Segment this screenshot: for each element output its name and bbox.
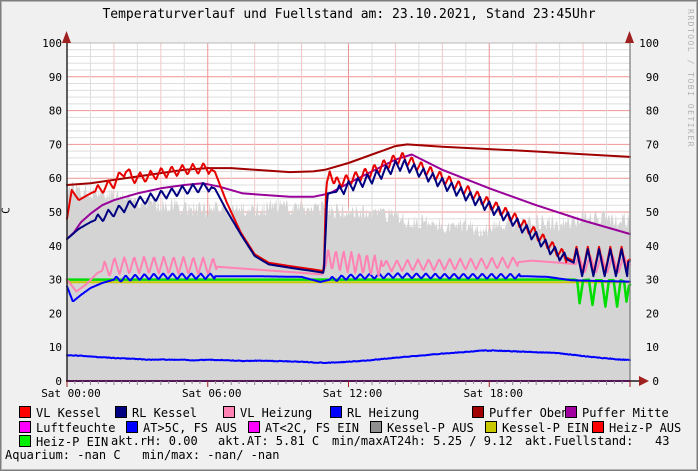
legend-key-at-lt2-fs-ein: AT<2C, FS EIN [248, 420, 359, 435]
luftfeuchte-label: Luftfeuchte [36, 420, 116, 435]
stat-akt-at: akt.AT: 5.81 C [218, 435, 319, 448]
stat-akt-at-text: akt.AT: 5.81 C [218, 434, 320, 448]
y-tick-label-left: 70 [49, 138, 62, 151]
x-axis-arrow [639, 376, 649, 386]
stat-minmax-at24h-text: min/maxAT24h: 5.25 / 9.12 [332, 434, 513, 448]
series-rl_kessel [66, 158, 631, 278]
vl-kessel-label: VL Kessel [36, 406, 102, 420]
rl-kessel-swatch [115, 406, 127, 418]
y-tick-label-right: 70 [646, 138, 659, 151]
legend-key-heiz-p-ein: Heiz-P EIN [19, 435, 108, 449]
kessel-p-aus-label: Kessel-P AUS [387, 420, 474, 435]
rl-kessel-label: RL Kessel [132, 406, 198, 420]
at-gt5-fs-aus-swatch [126, 420, 138, 433]
legend-key-kessel-p-aus: Kessel-P AUS [370, 420, 474, 435]
y-axis-arrow-left [62, 31, 71, 43]
y-tick-label-right: 40 [646, 240, 659, 253]
legend-key-heiz-p-aus: Heiz-P AUS [592, 420, 682, 435]
y-tick-label-left: 40 [49, 240, 62, 253]
vl-heizung-swatch [223, 406, 235, 418]
rl-heizung-label: RL Heizung [347, 406, 420, 420]
heiz-p-ein-swatch [19, 435, 31, 447]
series-kessel_p_aus [67, 181, 630, 381]
puffer-mitte-label: Puffer Mitte [582, 406, 669, 420]
y-tick-label-right: 0 [652, 375, 659, 388]
series-puffer_oben [66, 143, 631, 186]
chart-plot: 0 0 10 10 20 20 30 30 40 40 50 50 60 60 70 70 80 80 90 90 10… [41, 31, 659, 400]
x-tick-label: Sat 18:00 [463, 387, 523, 400]
y-tick-label-left: 90 [49, 71, 62, 84]
heiz-p-ein-label: Heiz-P EIN [36, 435, 109, 449]
x-tick-label: Sat 06:00 [182, 387, 242, 400]
y-tick-label-left: 30 [49, 274, 62, 287]
x-tick-label: Sat 00:00 [41, 387, 101, 400]
y-axis-arrow-right [625, 31, 634, 43]
series-vl_heizung [66, 249, 631, 293]
stat-akt-fuellstand-text: akt.Fuellstand: 43 [525, 434, 670, 448]
legend-key-at-gt5-fs-aus: AT>5C, FS AUS [126, 420, 237, 435]
stat-aquarium: Aquarium: -nan C min/max: -nan/ -nan [5, 449, 280, 462]
series-at_gt5_fs_aus [66, 349, 631, 364]
puffer-mitte-swatch [565, 406, 577, 418]
luftfeuchte-swatch [19, 420, 31, 433]
puffer-oben-label: Puffer Oben [489, 406, 569, 420]
at-gt5-fs-aus-label: AT>5C, FS AUS [143, 420, 237, 435]
puffer-oben-swatch [472, 406, 484, 418]
legend-key-puffer-oben: Puffer Oben [472, 406, 568, 420]
legend-key-luftfeuchte: Luftfeuchte [19, 420, 116, 435]
y-tick-label-left: 50 [49, 206, 62, 219]
legend-key-rl-kessel: RL Kessel [115, 406, 197, 420]
rrdtool-watermark: RRDTOOL / TOBI OETIKER [686, 9, 695, 148]
y-tick-label-right: 30 [646, 274, 659, 287]
rl-heizung-swatch [330, 406, 342, 418]
y-tick-label-left: 0 [55, 375, 62, 388]
y-tick-label-left: 60 [49, 172, 62, 185]
y-tick-label-right: 80 [646, 105, 659, 118]
series-rl_heizung [66, 272, 631, 302]
vl-kessel-swatch [19, 406, 31, 418]
y-tick-label-right: 50 [646, 206, 659, 219]
heiz-p-aus-swatch [592, 420, 604, 433]
y-tick-label-right: 10 [646, 341, 659, 354]
y-tick-label-right: 90 [646, 71, 659, 84]
vl-heizung-label: VL Heizung [240, 406, 313, 420]
legend-key-vl-kessel: VL Kessel [19, 406, 101, 420]
legend-key-rl-heizung: RL Heizung [330, 406, 419, 420]
kessel-p-ein-label: Kessel-P EIN [502, 420, 589, 435]
legend-key-kessel-p-ein: Kessel-P EIN [485, 420, 589, 435]
y-tick-label-left: 100 [42, 37, 62, 50]
stat-akt-rh: akt.rH: 0.00 [111, 435, 198, 448]
chart-title: Temperaturverlauf und Fuellstand am: 23.… [102, 7, 596, 22]
at-lt2-fs-ein-swatch [248, 420, 260, 433]
kessel-p-ein-swatch [485, 420, 497, 433]
legend-key-puffer-mitte: Puffer Mitte [565, 406, 669, 420]
heiz-p-aus-label: Heiz-P AUS [609, 420, 682, 435]
series-puffer_mitte [66, 153, 631, 240]
kessel-p-aus-swatch [370, 420, 382, 433]
y-tick-label-right: 20 [646, 307, 659, 320]
y-tick-label-left: 10 [49, 341, 62, 354]
stat-akt-rh-text: akt.rH: 0.00 [111, 434, 198, 448]
y-tick-label-left: 20 [49, 307, 62, 320]
stat-minmax-at24h: min/maxAT24h: 5.25 / 9.12 [332, 435, 513, 448]
y-tick-label-right: 100 [639, 37, 659, 50]
series-heiz_p_ein [65, 278, 632, 308]
at-lt2-fs-ein-label: AT<2C, FS EIN [265, 420, 359, 435]
stat-akt-fuellstand: akt.Fuellstand: 43 [525, 435, 670, 448]
y-tick-label-left: 80 [49, 105, 62, 118]
x-tick-label: Sat 12:00 [323, 387, 383, 400]
legend-key-vl-heizung: VL Heizung [223, 406, 312, 420]
stat-aquarium-text: Aquarium: -nan C min/max: -nan/ -nan [5, 448, 280, 462]
y-tick-label-right: 60 [646, 172, 659, 185]
